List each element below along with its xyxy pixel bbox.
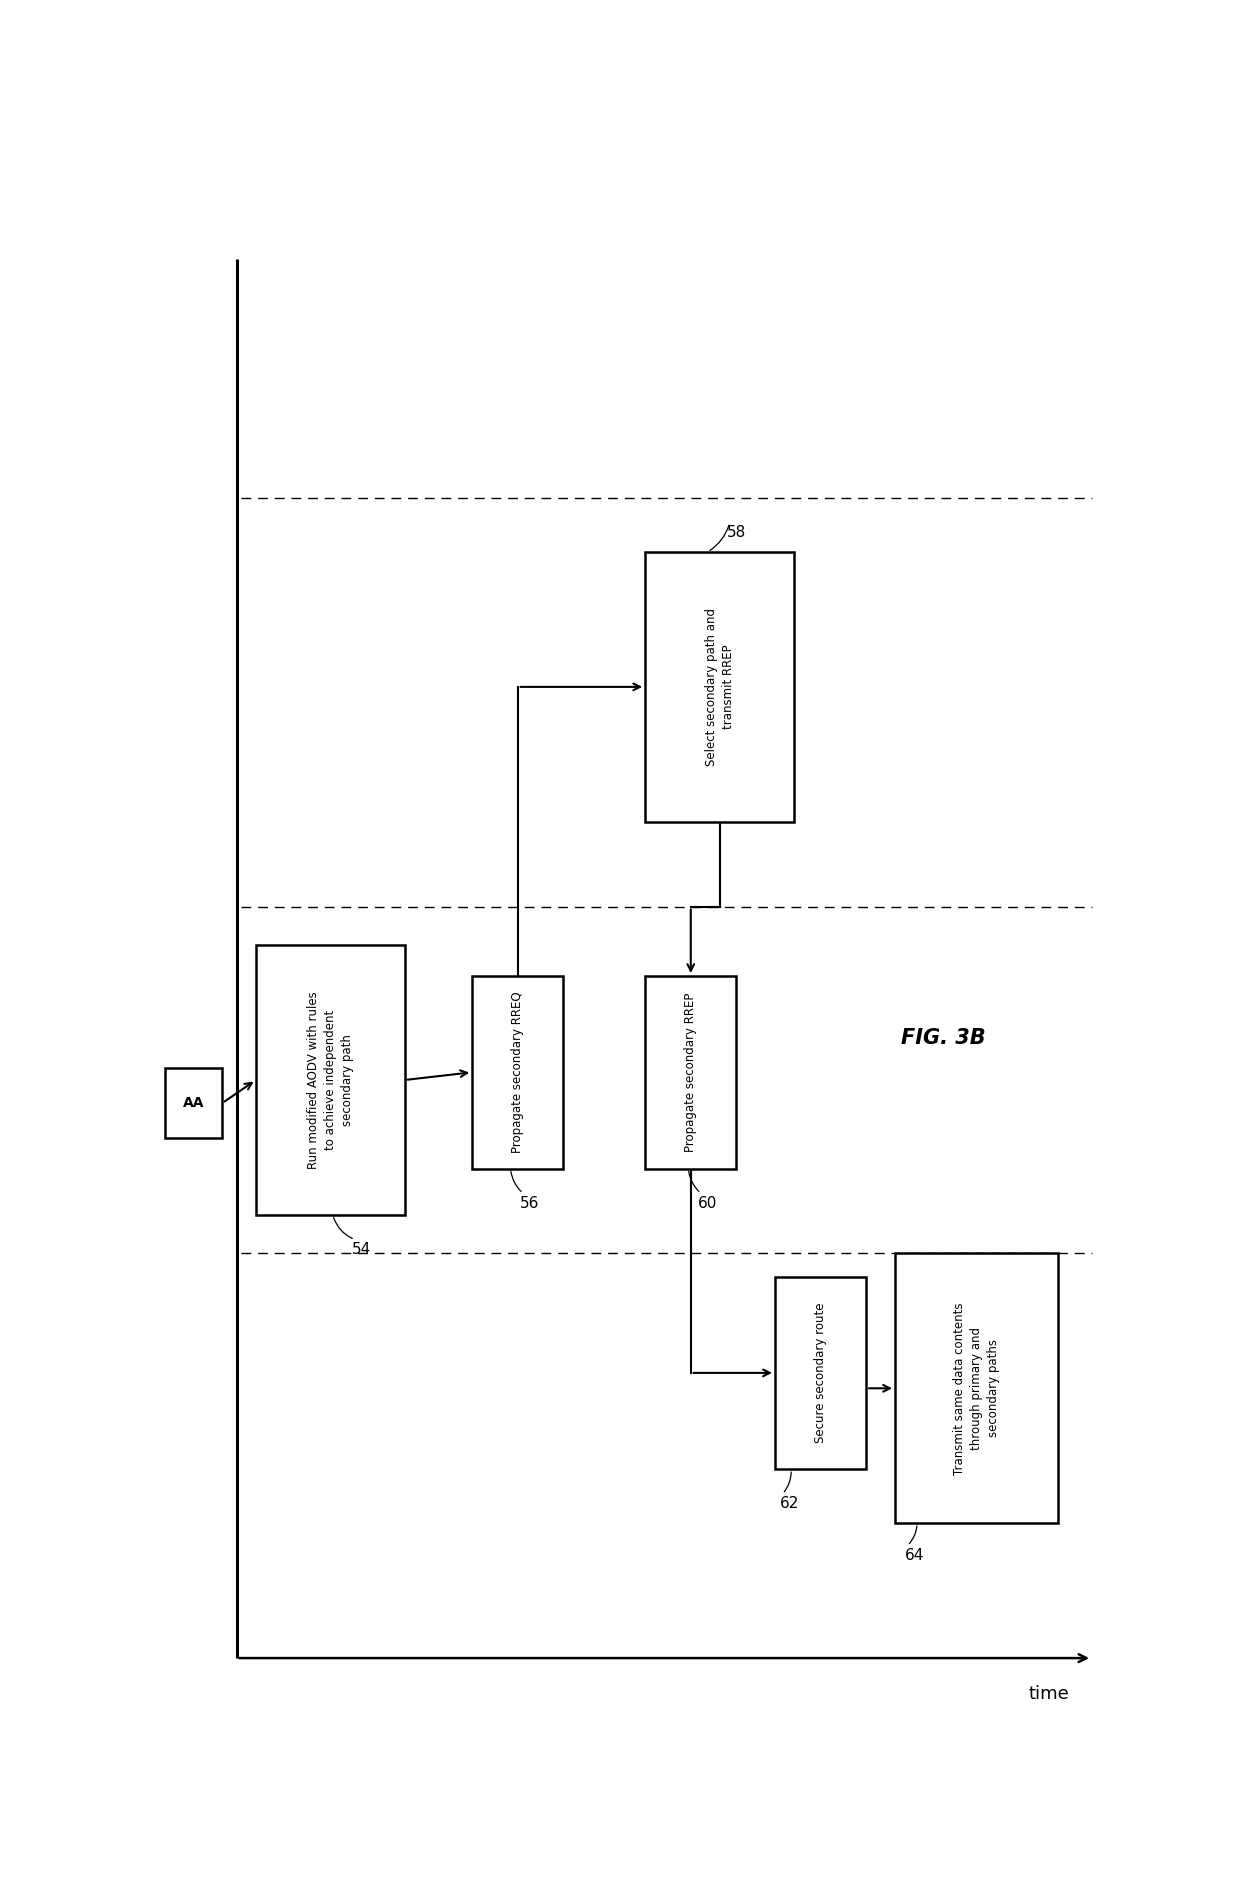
- Text: Propagate secondary RREQ: Propagate secondary RREQ: [511, 991, 525, 1153]
- Text: 62: 62: [780, 1497, 799, 1512]
- Text: Propagate secondary RREP: Propagate secondary RREP: [684, 993, 697, 1153]
- Text: Select secondary path and
transmit RREP: Select secondary path and transmit RREP: [704, 609, 734, 767]
- Text: 54: 54: [352, 1242, 371, 1257]
- Text: 56: 56: [521, 1196, 539, 1210]
- Text: 64: 64: [905, 1548, 924, 1563]
- Text: Transmit same data contents
through primary and
secondary paths: Transmit same data contents through prim…: [954, 1303, 1001, 1474]
- Text: 60: 60: [698, 1196, 717, 1210]
- Bar: [255, 945, 404, 1215]
- Bar: [472, 976, 563, 1168]
- Bar: [645, 976, 737, 1168]
- Bar: [895, 1253, 1059, 1524]
- Text: AA: AA: [182, 1096, 205, 1111]
- Bar: [775, 1276, 867, 1468]
- Text: Secure secondary route: Secure secondary route: [813, 1303, 827, 1444]
- Text: FIG. 3B: FIG. 3B: [900, 1027, 986, 1048]
- Text: time: time: [1028, 1685, 1069, 1702]
- Bar: [165, 1069, 222, 1137]
- Bar: [645, 552, 794, 822]
- Text: 58: 58: [727, 525, 746, 540]
- Text: Run modified AODV with rules
to achieve independent
secondary path: Run modified AODV with rules to achieve …: [306, 991, 353, 1170]
